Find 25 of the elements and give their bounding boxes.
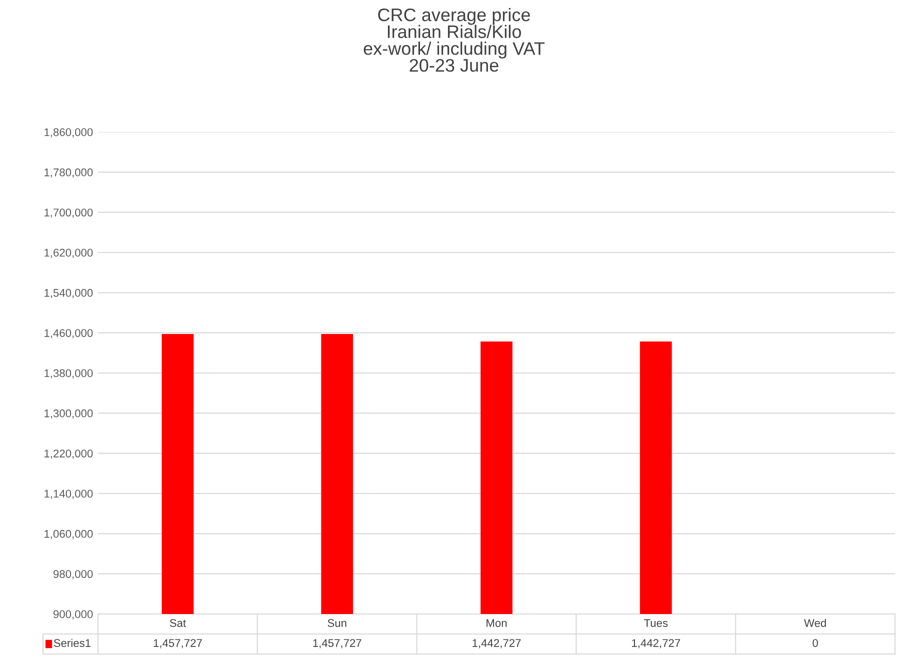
x-tick-label: Sun [328, 619, 346, 627]
y-tick-label: 1,460,000 [44, 329, 93, 338]
y-tick-label: 1,860,000 [44, 128, 93, 138]
x-tick-label: Sat [170, 619, 186, 627]
data-label: 1,457,727 [313, 639, 362, 648]
x-tick-label: Tues [644, 619, 668, 627]
y-tick-label: 1,540,000 [44, 288, 93, 298]
y-tick-label: 1,780,000 [44, 168, 93, 178]
x-tick-label: Mon [486, 619, 507, 627]
y-tick-label: 1,380,000 [44, 369, 93, 378]
y-tick-label: 900,000 [54, 610, 93, 620]
y-tick-label: 1,220,000 [44, 450, 93, 459]
text: 0 [812, 639, 818, 647]
legend-label: Series1 [54, 638, 90, 647]
data-label: 1,457,727 [154, 639, 202, 648]
y-tick-label: 1,700,000 [44, 208, 93, 218]
chart-title: CRC average price Iranian Rials/Kilo ex-work/ including VAT 20-23 June [364, 8, 545, 72]
y-tick-label: 1,620,000 [44, 248, 93, 258]
x-tick-label: Wed [804, 618, 826, 627]
data-label: 1,442,727 [472, 639, 521, 648]
y-tick-label: 1,300,000 [44, 409, 93, 419]
data-label: 1,442,727 [632, 639, 680, 648]
y-tick-label: 1,060,000 [44, 530, 93, 540]
y-tick-label: 1,140,000 [44, 490, 93, 499]
y-tick-label: 980,000 [54, 570, 93, 580]
